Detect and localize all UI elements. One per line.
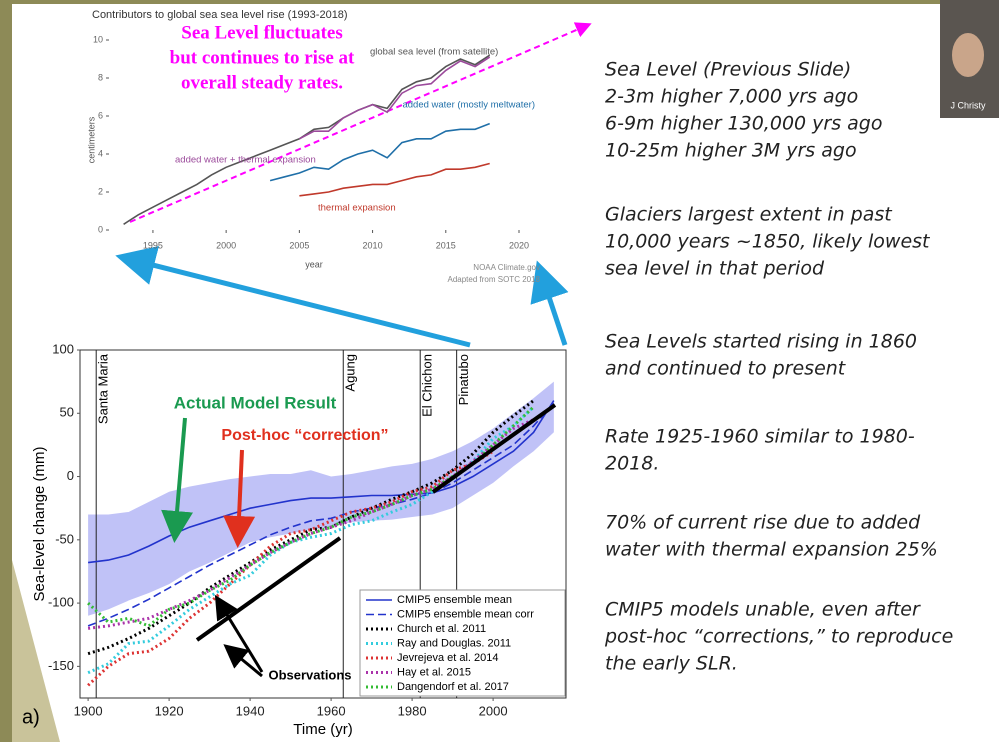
- annotation-arrow: [223, 449, 256, 548]
- legend-label: CMIP5 ensemble mean corr: [397, 608, 534, 620]
- note-line: Sea Levels started rising in 1860: [605, 331, 917, 353]
- y-tick-label: 10: [93, 34, 103, 44]
- note-line: the early SLR.: [605, 653, 738, 675]
- panel-label: a): [22, 706, 40, 728]
- note-line: post-hoc “corrections,” to reproduce: [604, 626, 953, 648]
- y-tick-label: 4: [98, 148, 103, 158]
- series-label: added water + thermal expansion: [175, 155, 316, 166]
- annotation: Actual Model Result: [174, 393, 337, 412]
- x-tick-label: 1960: [317, 703, 346, 718]
- x-tick-label: 1900: [74, 703, 103, 718]
- note-line: 70% of current rise due to added: [605, 512, 921, 534]
- x-tick-label: 1995: [143, 240, 163, 250]
- x-tick-label: 1980: [398, 703, 427, 718]
- note-line: CMIP5 models unable, even after: [605, 599, 921, 621]
- note-line: Glaciers largest extent in past: [605, 204, 893, 226]
- credit: Adapted from SOTC 2018: [448, 275, 541, 284]
- series-line: [87, 405, 535, 675]
- legend-label: Hay et al. 2015: [397, 666, 471, 678]
- y-tick-label: 6: [98, 110, 103, 120]
- note-line: Rate 1925-1960 similar to 1980-: [605, 426, 915, 448]
- chart-title: Contributors to global sea sea level ris…: [92, 9, 348, 21]
- trend-line: [195, 536, 342, 642]
- series-line: [87, 449, 494, 687]
- series-label: global sea level (from satellite): [370, 47, 498, 58]
- legend-label: Jevrejeva et al. 2014: [397, 652, 499, 664]
- arrow: [115, 245, 471, 348]
- x-tick-label: 2005: [289, 240, 309, 250]
- x-tick-label: 2010: [363, 240, 383, 250]
- note-line: 10-25m higher 3M yrs ago: [605, 140, 857, 162]
- arrow: [530, 260, 569, 346]
- series-line: [123, 54, 491, 225]
- series-label: thermal expansion: [318, 203, 396, 214]
- note-line: 6-9m higher 130,000 yrs ago: [605, 113, 882, 135]
- y-tick-label: 0: [67, 468, 74, 483]
- arrows: [115, 22, 592, 348]
- y-tick-label: -100: [48, 595, 74, 610]
- annotation: Sea Level fluctuates: [181, 22, 342, 43]
- x-axis-label: Time (yr): [293, 721, 352, 738]
- note-line: and continued to present: [605, 358, 847, 380]
- legend-box: [359, 589, 566, 697]
- decoration: [12, 560, 60, 742]
- note-line: 2-3m higher 7,000 yrs ago: [605, 86, 858, 108]
- x-axis-label: year: [305, 259, 323, 269]
- series-line: [87, 399, 535, 656]
- x-tick-label: 2000: [479, 703, 508, 718]
- series-line: [299, 162, 490, 197]
- note-line: 2018.: [605, 453, 659, 475]
- chart: -150 -100 -50 0 50 100 1900 1920 1940 1960 1980 200…: [22, 341, 567, 738]
- x-tick-label: 1920: [155, 703, 184, 718]
- event-label: Pinatubo: [456, 354, 471, 405]
- event-label: Santa Maria: [96, 353, 111, 424]
- video-face: [952, 33, 984, 77]
- annotation-arrow: [214, 594, 264, 673]
- legend-label: Dangendorf et al. 2017: [397, 681, 509, 693]
- y-tick-label: 8: [98, 72, 103, 82]
- legend: CMIP5 ensemble mean CMIP5 ensemble mean c…: [359, 589, 566, 697]
- event-label: El Chichon: [420, 354, 435, 417]
- y-tick-label: -150: [48, 658, 74, 673]
- annotation: but continues to rise at: [170, 47, 355, 68]
- event-label: Agung: [343, 354, 358, 392]
- video-label: J Christy: [950, 100, 986, 110]
- series-line: [269, 122, 490, 182]
- legend-label: Church et al. 2011: [397, 623, 486, 635]
- trend-line: [431, 403, 557, 494]
- x-tick-label: 2015: [436, 240, 456, 250]
- annotation-arrow: [161, 417, 193, 543]
- chart: 0 2 4 6 8 10 1995 2000 2005 2010 2015 2020 Contribut…: [86, 9, 540, 284]
- y-tick-label: 0: [98, 224, 103, 234]
- credit: NOAA Climate.gov: [473, 263, 540, 272]
- legend-label: CMIP5 ensemble mean: [397, 594, 512, 606]
- x-tick-label: 1940: [236, 703, 265, 718]
- annotation: Post-hoc “correction”: [221, 427, 388, 444]
- x-tick-label: 2020: [509, 240, 529, 250]
- y-tick-label: 100: [52, 341, 74, 356]
- y-tick-label: 50: [60, 405, 74, 420]
- trend-arrow: [129, 22, 592, 223]
- y-axis-label: Sea-level change (mm): [31, 446, 48, 601]
- note-line: 10,000 years ~1850, likely lowest: [605, 231, 931, 253]
- x-tick-label: 2000: [216, 240, 236, 250]
- annotation: Observations: [268, 667, 351, 682]
- note-line: water with thermal expansion 25%: [605, 539, 938, 561]
- series-line: [299, 56, 491, 140]
- annotation: overall steady rates.: [181, 72, 343, 93]
- y-axis-label: centimeters: [86, 116, 96, 163]
- note-line: Sea Level (Previous Slide): [605, 59, 851, 81]
- note-line: sea level in that period: [605, 258, 825, 280]
- series-label: added water (mostly meltwater): [402, 100, 535, 111]
- legend-label: Ray and Douglas. 2011: [397, 637, 511, 649]
- y-tick-label: 2: [98, 186, 103, 196]
- series-line: [87, 402, 555, 627]
- y-tick-label: -50: [55, 531, 74, 546]
- annotation-arrow: [223, 644, 263, 678]
